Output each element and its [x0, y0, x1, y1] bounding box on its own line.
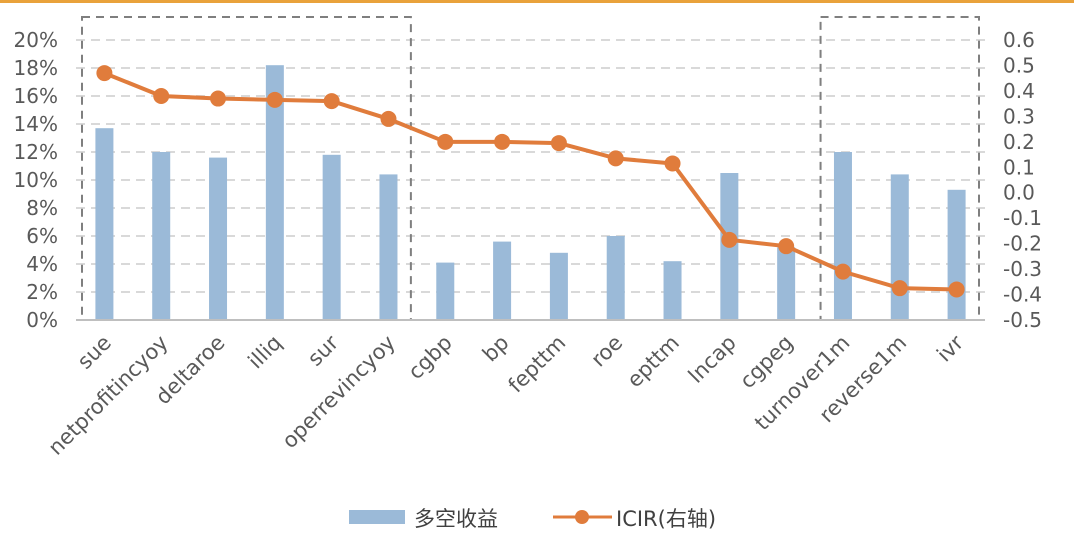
right-tick-label: -0.3 — [1003, 257, 1042, 281]
icir-point-cgpeg — [778, 238, 795, 255]
bar-cgpeg — [777, 247, 796, 320]
bar-bp — [493, 241, 512, 320]
category-label-roe: roe — [586, 331, 627, 372]
bar-netprofitincyoy — [152, 152, 171, 320]
icir-point-turnover1m — [834, 263, 851, 280]
icir-point-netprofitincyoy — [153, 88, 170, 104]
category-label-cgbp: cgbp — [403, 331, 456, 384]
category-label-ivr: ivr — [932, 330, 968, 366]
line-series — [96, 65, 965, 298]
bar-ivr — [947, 189, 966, 320]
right-tick-label: 0.3 — [1003, 104, 1035, 128]
bar-series — [95, 65, 966, 320]
right-tick-label: 0.6 — [1003, 28, 1035, 52]
category-label-sur: sur — [303, 330, 343, 370]
left-tick-label: 18% — [14, 56, 58, 80]
icir-point-lncap — [721, 231, 738, 248]
right-tick-label: 0.2 — [1003, 130, 1035, 154]
icir-point-operrevincyoy — [380, 110, 397, 127]
legend-line-marker — [575, 510, 589, 524]
left-tick-label: 16% — [14, 84, 58, 108]
legend-bar-swatch — [349, 510, 405, 524]
category-label-bp: bp — [478, 331, 514, 367]
top-rule — [0, 0, 1074, 3]
icir-point-deltaroe — [210, 90, 227, 107]
left-tick-label: 2% — [26, 280, 58, 304]
bar-epttm — [663, 261, 682, 320]
icir-point-illiq — [266, 91, 283, 108]
left-tick-label: 4% — [26, 252, 58, 276]
right-tick-label: -0.2 — [1003, 232, 1042, 256]
left-tick-label: 6% — [26, 224, 58, 248]
icir-point-reverse1m — [891, 280, 908, 297]
bar-roe — [606, 236, 625, 320]
bar-fepttm — [549, 252, 568, 320]
right-tick-label: -0.5 — [1003, 308, 1042, 332]
right-tick-label: -0.4 — [1003, 283, 1042, 307]
bar-illiq — [265, 65, 284, 320]
legend-line-label: ICIR(右轴) — [616, 507, 716, 531]
category-label-epttm: epttm — [622, 331, 684, 393]
category-label-fepttm: fepttm — [504, 331, 571, 398]
right-tick-label: -0.1 — [1003, 206, 1042, 230]
icir-point-sur — [323, 93, 340, 110]
bar-sue — [95, 128, 114, 320]
left-tick-label: 12% — [14, 140, 58, 164]
legend-bar-label: 多空收益 — [414, 507, 498, 531]
right-axis-ticks: -0.5-0.4-0.3-0.2-0.10.00.10.20.30.40.50.… — [1003, 28, 1042, 332]
left-tick-label: 20% — [14, 28, 58, 52]
legend: 多空收益 ICIR(右轴) — [349, 507, 716, 531]
icir-point-fepttm — [550, 135, 567, 152]
left-axis-ticks: 0% 2% 4% 6% 8% 10% 12% 14% 16% 18% 20% — [14, 28, 58, 332]
category-label-sue: sue — [73, 331, 116, 374]
highlight-boxes — [81, 16, 980, 321]
left-tick-label: 10% — [14, 168, 58, 192]
bar-operrevincyoy — [379, 174, 398, 320]
highlight-box-2 — [819, 16, 980, 321]
right-tick-label: 0.0 — [1003, 181, 1035, 205]
bar-turnover1m — [833, 152, 852, 320]
grid-layer — [76, 39, 985, 293]
icir-point-bp — [494, 133, 511, 150]
icir-point-cgbp — [437, 133, 454, 150]
left-tick-label: 8% — [26, 196, 58, 220]
icir-point-roe — [607, 150, 624, 167]
highlight-box-1 — [81, 16, 412, 321]
right-tick-label: 0.4 — [1003, 79, 1035, 103]
category-label-illiq: illiq — [243, 331, 286, 374]
icir-point-ivr — [948, 281, 965, 298]
icir-point-epttm — [664, 155, 681, 172]
bar-sur — [322, 154, 341, 320]
left-tick-label: 14% — [14, 112, 58, 136]
category-label-lncap: lncap — [684, 331, 741, 388]
bar-cgbp — [436, 262, 455, 320]
bar-deltaroe — [209, 157, 228, 320]
bar-reverse1m — [890, 174, 909, 320]
icir-line — [103, 71, 957, 292]
right-tick-label: 0.1 — [1003, 155, 1035, 179]
left-tick-label: 0% — [26, 308, 58, 332]
right-tick-label: 0.5 — [1003, 53, 1035, 77]
icir-point-sue — [96, 65, 113, 82]
